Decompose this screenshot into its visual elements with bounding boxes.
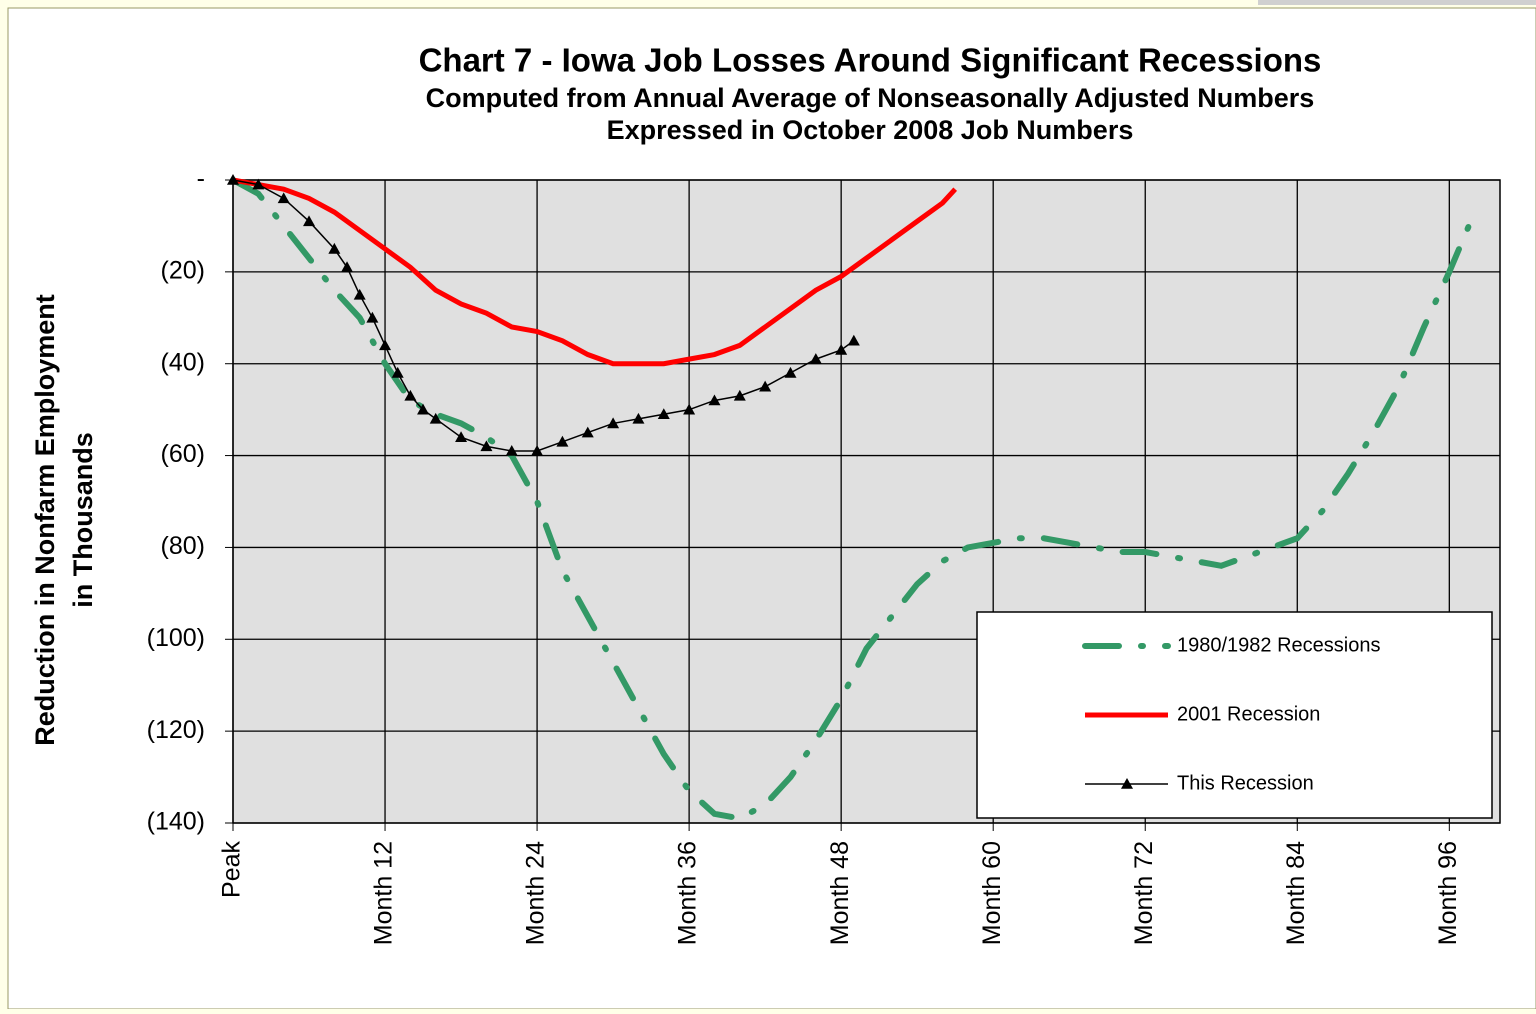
- point-marker: [733, 389, 746, 401]
- point-marker: [784, 366, 797, 378]
- series-line: [230, 177, 1478, 822]
- x-tick-label: Month 24: [522, 841, 550, 945]
- point-marker: [404, 389, 417, 401]
- chart-subtitle: Expressed in October 2008 Job Numbers: [607, 115, 1134, 145]
- point-marker: [379, 339, 392, 351]
- point-marker: [759, 380, 772, 392]
- x-tick-label: Month 84: [1282, 841, 1310, 945]
- point-marker: [277, 192, 290, 204]
- point-marker: [353, 288, 366, 300]
- series-line: [232, 179, 855, 452]
- point-marker: [429, 412, 442, 424]
- x-tick-label: Month 36: [674, 841, 702, 945]
- legend-label: 1980/1982 Recessions: [1177, 634, 1380, 656]
- x-tick-label: Month 48: [826, 841, 854, 945]
- point-marker: [835, 343, 848, 355]
- x-tick-label: Month 60: [978, 841, 1006, 945]
- y-tick-label: (20): [161, 256, 205, 284]
- legend-swatch: [1121, 778, 1133, 789]
- point-marker: [480, 440, 493, 452]
- y-tick-label: (120): [147, 716, 205, 744]
- point-marker: [341, 261, 354, 273]
- point-marker: [657, 408, 670, 420]
- point-marker: [505, 444, 518, 456]
- y-tick-label: (60): [161, 440, 205, 468]
- series-line: [232, 177, 958, 367]
- legend-label: This Recession: [1177, 772, 1314, 794]
- point-marker: [581, 426, 594, 438]
- x-tick-label: Peak: [218, 841, 246, 898]
- point-marker: [809, 353, 822, 364]
- y-axis-title: in Thousands: [68, 432, 98, 608]
- point-marker: [607, 417, 620, 429]
- point-marker: [847, 334, 860, 346]
- corner-tab: [1258, 0, 1536, 5]
- point-marker: [417, 403, 430, 415]
- point-marker: [328, 242, 341, 254]
- x-tick-label: Month 96: [1434, 841, 1462, 945]
- point-marker: [252, 178, 265, 190]
- y-tick-label: (100): [147, 624, 205, 652]
- point-marker: [227, 174, 239, 185]
- point-marker: [366, 311, 379, 323]
- legend: [976, 611, 1493, 819]
- y-tick-label: (140): [147, 808, 205, 836]
- x-tick-label: Month 72: [1130, 841, 1158, 945]
- chart-title: Chart 7 - Iowa Job Losses Around Signifi…: [419, 42, 1322, 79]
- y-axis-title: Reduction in Nonfarm Employment: [30, 294, 60, 746]
- point-marker: [391, 366, 404, 378]
- point-marker: [683, 403, 696, 415]
- point-marker: [556, 435, 569, 447]
- point-marker: [303, 215, 316, 227]
- y-tick-label: -: [197, 165, 205, 193]
- legend-label: 2001 Recession: [1177, 703, 1320, 725]
- y-tick-label: (40): [161, 348, 205, 376]
- point-marker: [632, 412, 645, 424]
- y-tick-label: (80): [161, 532, 205, 560]
- point-marker: [531, 444, 544, 456]
- chart-subtitle: Computed from Annual Average of Nonseaso…: [426, 83, 1315, 113]
- x-tick-label: Month 12: [370, 841, 398, 945]
- point-marker: [708, 394, 721, 406]
- point-marker: [455, 431, 468, 442]
